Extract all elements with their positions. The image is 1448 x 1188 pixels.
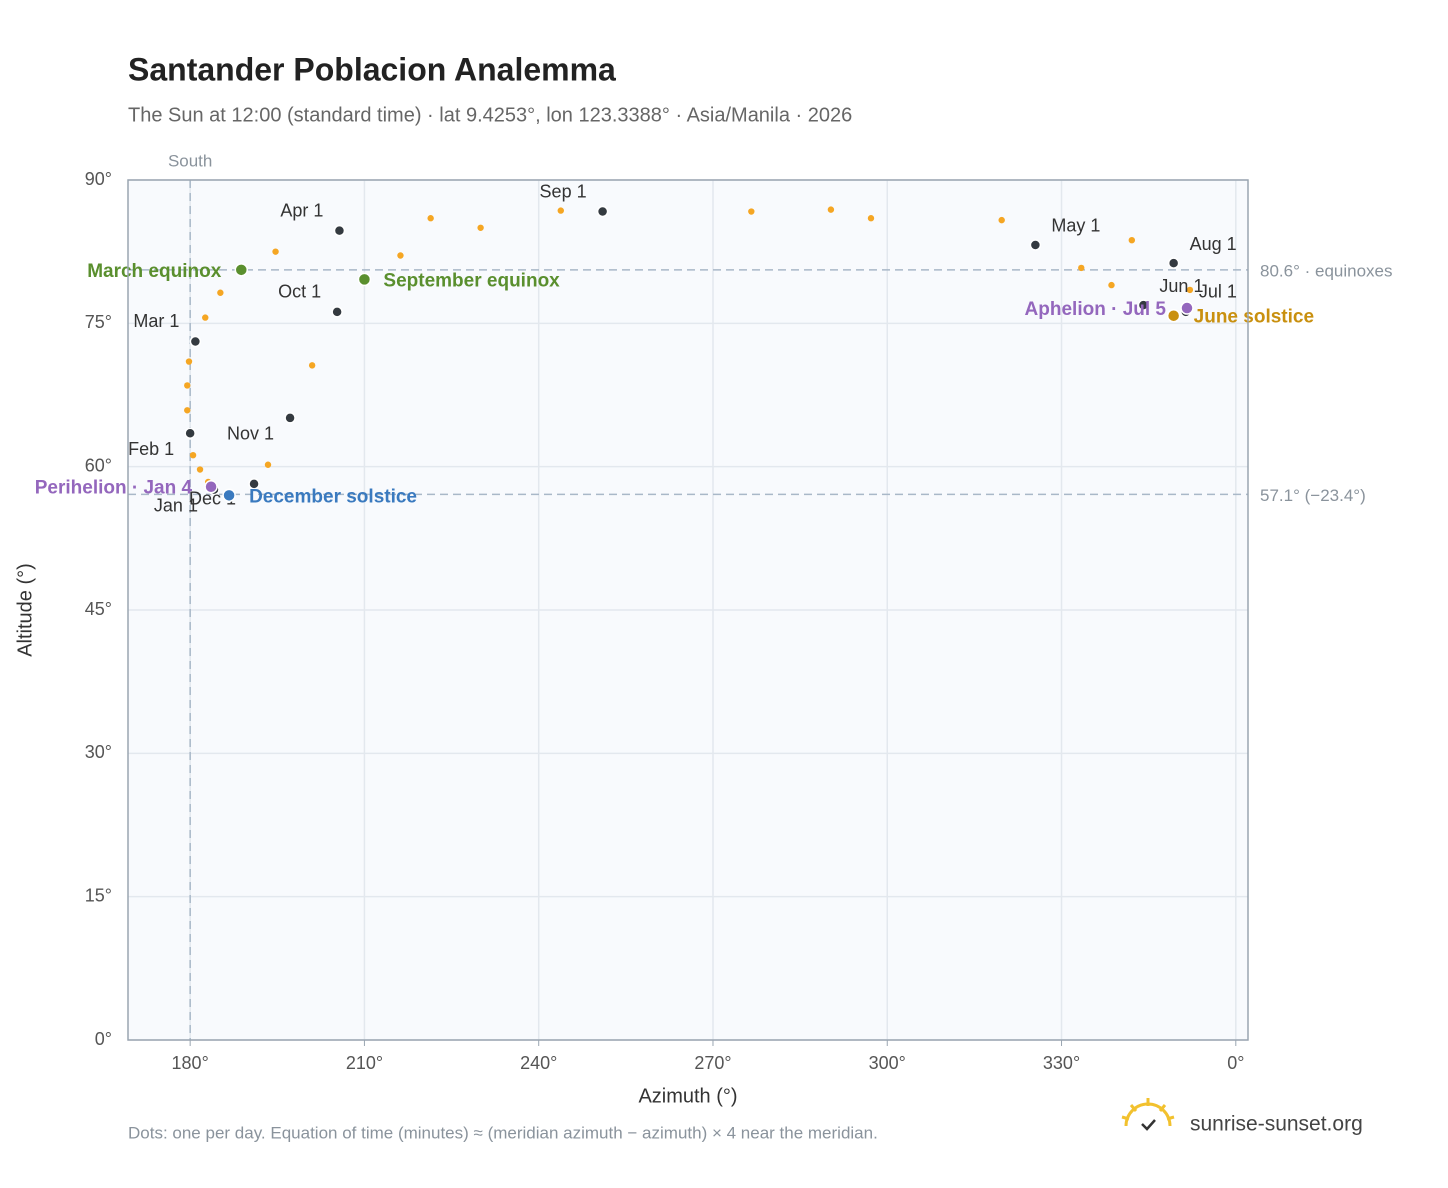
- marker-label: Perihelion · Jan 4: [35, 478, 193, 499]
- marker-label: Aphelion · Jul 5: [1025, 299, 1167, 320]
- day-dot: [184, 407, 191, 414]
- reference-label: South: [168, 151, 212, 170]
- day-dot: [867, 215, 875, 222]
- marker-label: May 1: [1051, 216, 1100, 236]
- marker: [284, 412, 296, 424]
- day-dot: [827, 206, 835, 213]
- day-dot: [1108, 281, 1115, 289]
- day-dot: [998, 216, 1005, 224]
- x-tick-label: 300°: [869, 1053, 906, 1073]
- day-dot: [1078, 264, 1085, 272]
- plot-frame: [127, 179, 1249, 1041]
- day-dot: [557, 207, 564, 214]
- marker: [1180, 301, 1194, 315]
- x-tick-label: 330°: [1043, 1053, 1080, 1073]
- day-dot: [272, 248, 279, 255]
- y-tick-label: 30°: [85, 742, 112, 762]
- y-tick-label: 15°: [85, 885, 112, 905]
- marker: [204, 479, 218, 494]
- x-tick-label: 270°: [694, 1053, 731, 1073]
- reference-label: 80.6° · equinoxes: [1260, 261, 1393, 280]
- marker: [331, 306, 343, 318]
- marker-label: September equinox: [383, 270, 560, 291]
- x-tick-label: 180°: [172, 1053, 209, 1073]
- marker: [596, 205, 609, 218]
- marker-label: December solstice: [249, 486, 417, 507]
- marker-label: Jul 1: [1199, 282, 1237, 302]
- y-tick-label: 45°: [85, 599, 112, 619]
- marker: [1137, 299, 1150, 311]
- day-dot: [397, 252, 404, 259]
- marker-label: June solstice: [1194, 307, 1314, 328]
- day-dot: [196, 466, 204, 473]
- chart-title: Santander Poblacion Analemma: [128, 51, 616, 87]
- day-dot: [1128, 237, 1136, 244]
- marker-label: Aug 1: [1190, 234, 1237, 254]
- marker: [333, 224, 346, 237]
- day-dot: [748, 208, 755, 215]
- day-dot: [202, 314, 209, 321]
- brand-logo: [1121, 1098, 1175, 1131]
- footnote: Dots: one per day. Equation of time (min…: [128, 1123, 878, 1142]
- marker-label: Apr 1: [280, 200, 323, 220]
- reference-label: 57.1° (−23.4°): [1260, 486, 1366, 505]
- day-dot: [427, 215, 434, 222]
- marker-label: Feb 1: [128, 439, 174, 459]
- x-axis-label: Azimuth (°): [638, 1085, 737, 1107]
- day-dot: [308, 362, 316, 369]
- day-dot: [185, 358, 193, 365]
- marker-label: Oct 1: [278, 282, 321, 302]
- reference-lines: 80.6° · equinoxes 57.1° (−23.4°) South: [128, 151, 1393, 1040]
- day-dot: [184, 382, 191, 389]
- x-tick-label: 240°: [520, 1053, 557, 1073]
- marker-label: Nov 1: [227, 424, 274, 444]
- brand-name: sunrise-sunset.org: [1190, 1113, 1363, 1136]
- day-dot: [477, 224, 484, 231]
- marker-label: March equinox: [87, 261, 222, 282]
- marker: [189, 335, 202, 348]
- y-tick-label: 90°: [85, 169, 112, 189]
- day-dot: [1186, 286, 1194, 294]
- marker-label: Jan 1: [154, 495, 198, 515]
- day-dot: [189, 452, 197, 459]
- marker: [357, 272, 372, 287]
- marker-label: Sep 1: [540, 181, 587, 201]
- marker: [184, 427, 196, 439]
- y-tick-label: 60°: [85, 455, 112, 475]
- marker: [234, 263, 249, 277]
- y-tick-label: 0°: [95, 1029, 112, 1049]
- marker: [222, 488, 236, 503]
- marker: [1167, 257, 1180, 269]
- y-axis-label: Altitude (°): [14, 563, 36, 657]
- marker: [1166, 308, 1181, 323]
- x-tick-label: 0°: [1227, 1053, 1244, 1073]
- x-tick-label: 210°: [346, 1053, 383, 1073]
- marker-label: Mar 1: [133, 311, 179, 331]
- marker: [1029, 239, 1042, 251]
- y-tick-label: 75°: [85, 312, 112, 332]
- day-dot: [217, 289, 224, 296]
- chart-subtitle: The Sun at 12:00 (standard time) · lat 9…: [128, 104, 852, 126]
- marker-label: Jun 1: [1159, 276, 1203, 296]
- day-dot: [264, 461, 272, 468]
- marker: [248, 478, 260, 490]
